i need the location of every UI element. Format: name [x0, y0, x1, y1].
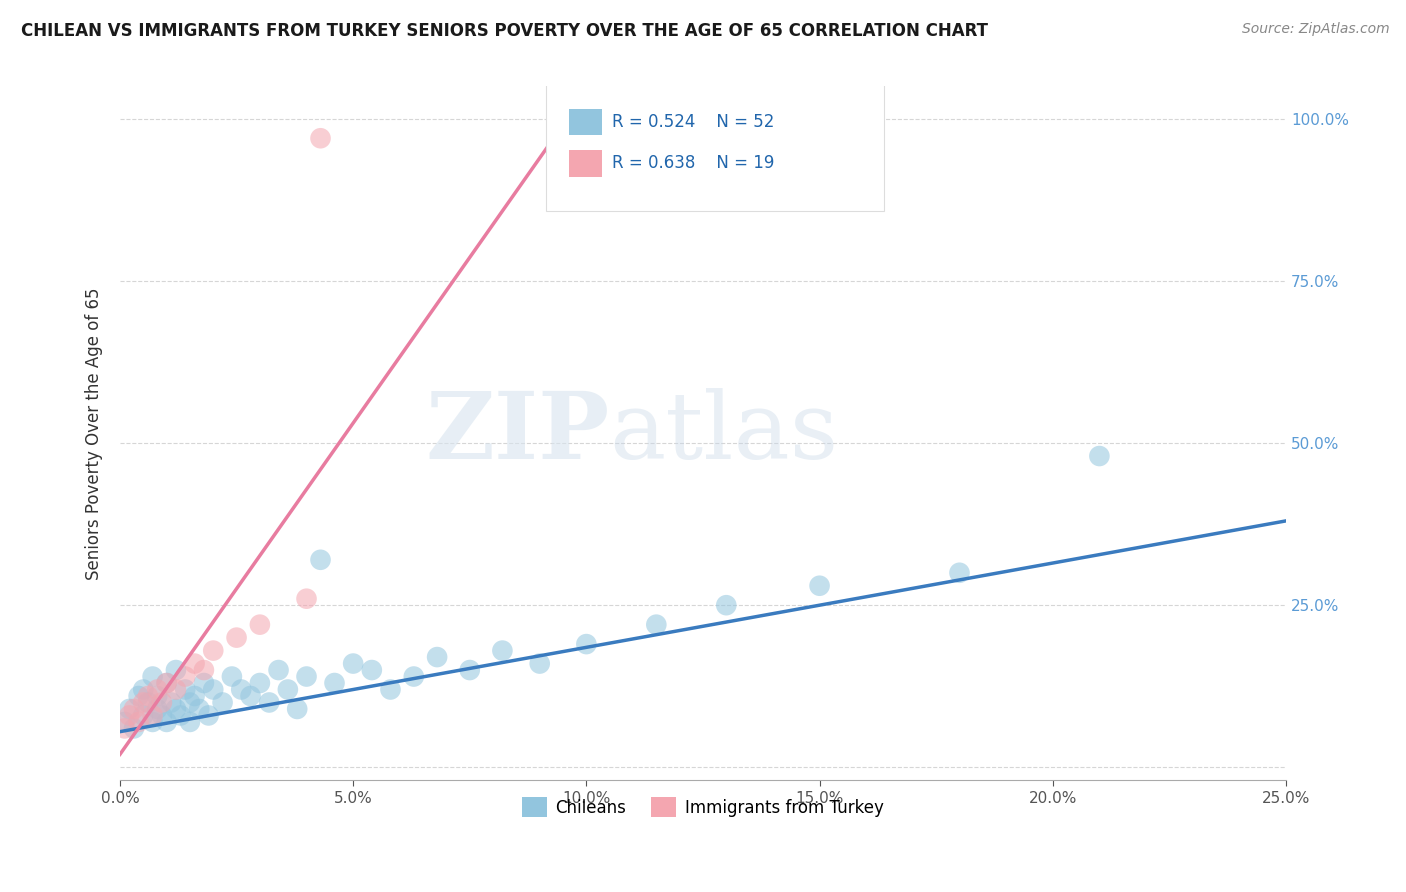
Point	[529, 657, 551, 671]
Point	[202, 682, 225, 697]
Point	[142, 708, 165, 723]
Point	[808, 579, 831, 593]
Text: atlas: atlas	[610, 388, 839, 478]
Point	[142, 714, 165, 729]
Text: CHILEAN VS IMMIGRANTS FROM TURKEY SENIORS POVERTY OVER THE AGE OF 65 CORRELATION: CHILEAN VS IMMIGRANTS FROM TURKEY SENIOR…	[21, 22, 988, 40]
Point	[402, 669, 425, 683]
Point	[118, 702, 141, 716]
Point	[309, 131, 332, 145]
Point	[132, 696, 155, 710]
Point	[360, 663, 382, 677]
Point	[165, 702, 187, 716]
Point	[188, 702, 211, 716]
Point	[179, 714, 201, 729]
Point	[426, 650, 449, 665]
Point	[114, 714, 136, 729]
Bar	[569, 150, 602, 177]
Y-axis label: Seniors Poverty Over the Age of 65: Seniors Poverty Over the Age of 65	[86, 287, 103, 580]
Bar	[569, 109, 602, 135]
Point	[169, 708, 191, 723]
Point	[249, 676, 271, 690]
Point	[122, 702, 145, 716]
Point	[249, 617, 271, 632]
Point	[239, 689, 262, 703]
Point	[136, 696, 159, 710]
Point	[225, 631, 247, 645]
Point	[277, 682, 299, 697]
Point	[257, 696, 280, 710]
Point	[118, 708, 141, 723]
Point	[136, 689, 159, 703]
Point	[179, 696, 201, 710]
Point	[285, 702, 308, 716]
Point	[150, 708, 173, 723]
Point	[155, 676, 177, 690]
Point	[174, 669, 197, 683]
Point	[948, 566, 970, 580]
Point	[231, 682, 253, 697]
Point	[122, 722, 145, 736]
Point	[491, 643, 513, 657]
Text: R = 0.524    N = 52: R = 0.524 N = 52	[612, 112, 775, 131]
Point	[114, 722, 136, 736]
Point	[295, 669, 318, 683]
Point	[197, 708, 219, 723]
Point	[1088, 449, 1111, 463]
Point	[146, 689, 169, 703]
Point	[323, 676, 346, 690]
Point	[165, 682, 187, 697]
Point	[146, 702, 169, 716]
Point	[132, 708, 155, 723]
Point	[193, 663, 215, 677]
Point	[202, 643, 225, 657]
Point	[221, 669, 243, 683]
Point	[174, 682, 197, 697]
Point	[645, 617, 668, 632]
Point	[267, 663, 290, 677]
Text: ZIP: ZIP	[426, 388, 610, 478]
Point	[183, 657, 205, 671]
Point	[142, 669, 165, 683]
Point	[128, 689, 150, 703]
Point	[380, 682, 402, 697]
FancyBboxPatch shape	[546, 83, 884, 211]
Point	[132, 682, 155, 697]
Point	[128, 714, 150, 729]
Point	[150, 696, 173, 710]
Point	[295, 591, 318, 606]
Point	[193, 676, 215, 690]
Point	[155, 714, 177, 729]
Point	[575, 637, 598, 651]
Point	[165, 663, 187, 677]
Text: Source: ZipAtlas.com: Source: ZipAtlas.com	[1241, 22, 1389, 37]
Point	[211, 696, 233, 710]
Point	[716, 598, 738, 612]
Point	[309, 553, 332, 567]
Point	[146, 682, 169, 697]
Text: R = 0.638    N = 19: R = 0.638 N = 19	[612, 154, 775, 172]
Point	[183, 689, 205, 703]
Point	[458, 663, 481, 677]
Legend: Chileans, Immigrants from Turkey: Chileans, Immigrants from Turkey	[516, 790, 890, 824]
Point	[342, 657, 364, 671]
Point	[160, 696, 183, 710]
Point	[155, 676, 177, 690]
